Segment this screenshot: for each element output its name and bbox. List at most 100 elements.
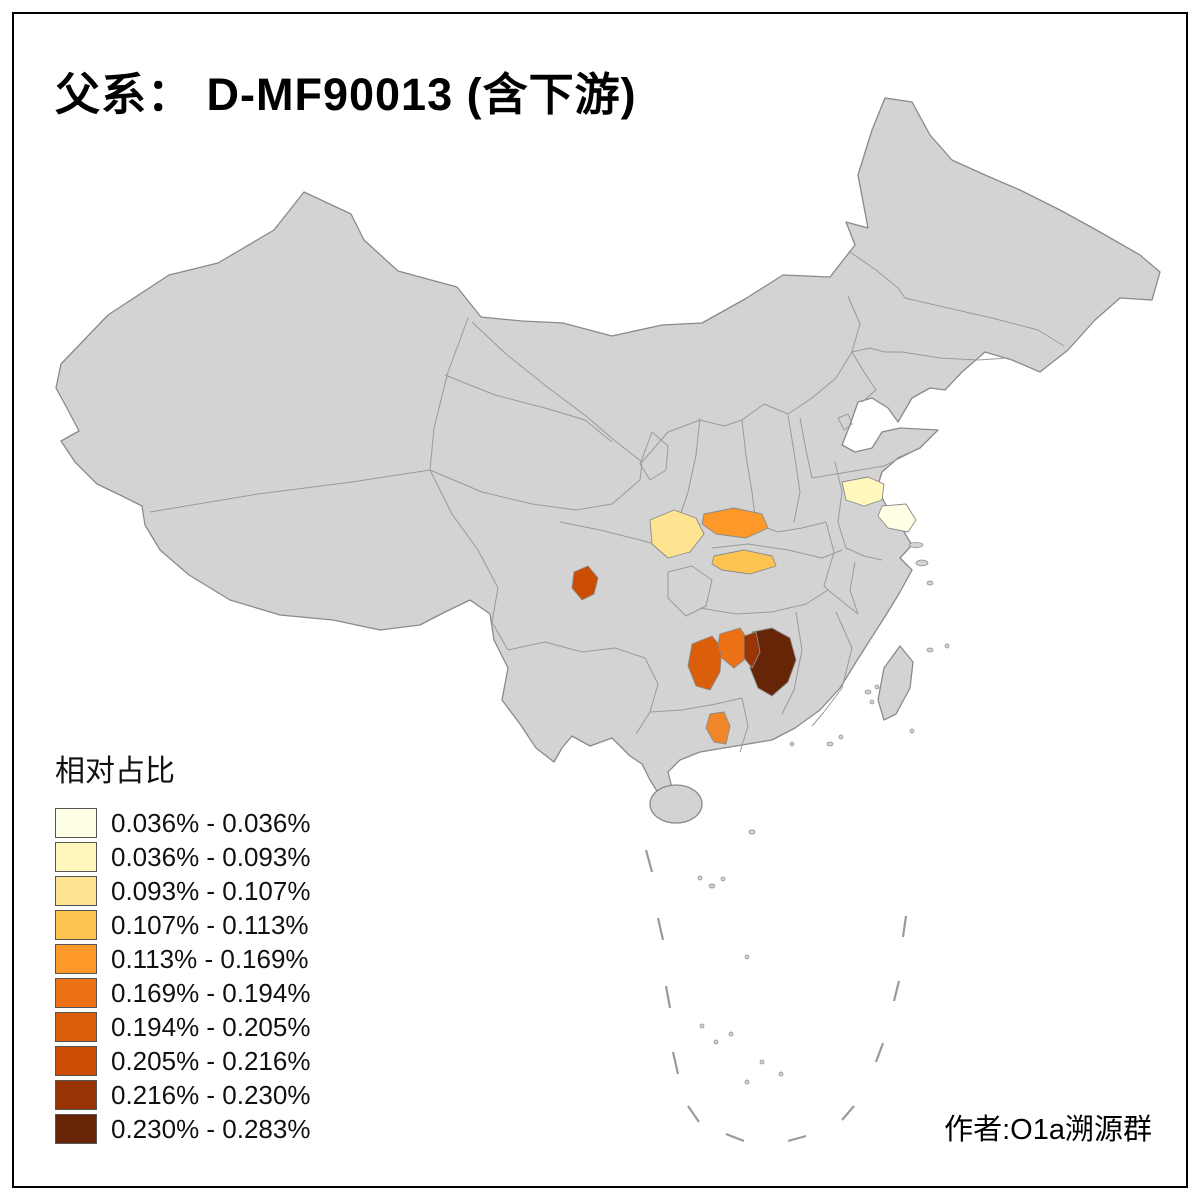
island <box>713 1039 719 1045</box>
hainan-island <box>649 784 703 824</box>
province-border-line <box>847 295 861 353</box>
highlight-region <box>705 711 731 745</box>
province-border-line <box>444 374 613 443</box>
legend-label: 0.036% - 0.036% <box>111 807 311 838</box>
province-border-line <box>823 521 835 591</box>
legend-item: 0.230% - 0.283% <box>55 1112 310 1146</box>
highlight-region <box>717 627 749 669</box>
province-border-line <box>851 347 902 353</box>
province-border-line <box>851 351 877 403</box>
province-border-line <box>849 561 859 615</box>
highlight-region <box>841 476 885 507</box>
legend-swatch <box>55 1012 97 1042</box>
province-border-line <box>904 297 1065 347</box>
legend-label: 0.216% - 0.230% <box>111 1079 311 1110</box>
province-border-line <box>741 419 757 525</box>
island <box>909 728 915 734</box>
island <box>869 699 875 705</box>
island <box>915 559 929 567</box>
mainland-china <box>55 97 1161 797</box>
province-border-line <box>667 565 713 617</box>
coastal-islands <box>697 542 950 1085</box>
legend-label: 0.113% - 0.169% <box>111 943 309 974</box>
province-border-line <box>781 611 803 715</box>
legend-label: 0.230% - 0.283% <box>111 1113 311 1144</box>
legend-label: 0.036% - 0.093% <box>111 841 311 872</box>
legend-item: 0.093% - 0.107% <box>55 874 310 908</box>
province-border-line <box>507 641 646 659</box>
province-border-line <box>787 414 801 523</box>
province-border-line <box>849 251 906 299</box>
province-border-line <box>739 697 749 753</box>
legend-item: 0.107% - 0.113% <box>55 908 310 942</box>
island <box>759 1059 765 1065</box>
highlight-region <box>701 507 769 539</box>
legend-label: 0.169% - 0.194% <box>111 977 311 1008</box>
province-border-line <box>429 461 643 511</box>
island <box>744 1079 750 1085</box>
island <box>789 741 795 747</box>
legend-swatch <box>55 808 97 838</box>
island <box>708 883 716 889</box>
island <box>748 829 756 835</box>
legend-label: 0.093% - 0.107% <box>111 875 311 906</box>
province-border-line <box>149 469 431 513</box>
author-credit: 作者:O1a溯源群 <box>944 1114 1152 1146</box>
legend-label: 0.107% - 0.113% <box>111 909 309 940</box>
province-border-line <box>429 469 509 651</box>
island <box>944 643 950 649</box>
nine-dash-line <box>644 849 908 1143</box>
highlight-region <box>877 503 917 533</box>
highlight-region <box>687 635 723 691</box>
highlight-region <box>571 565 599 601</box>
province-border-line <box>635 657 659 735</box>
island <box>699 1023 705 1029</box>
taiwan-island <box>877 645 914 721</box>
legend-item: 0.194% - 0.205% <box>55 1010 310 1044</box>
legend: 相对占比 0.036% - 0.036% 0.036% - 0.093% 0.0… <box>55 746 310 1146</box>
legend-label: 0.194% - 0.205% <box>111 1011 311 1042</box>
island <box>864 689 872 695</box>
highlight-region <box>711 549 777 575</box>
legend-swatch <box>55 842 97 872</box>
province-border-line <box>827 589 859 615</box>
island <box>720 876 726 882</box>
legend-item: 0.205% - 0.216% <box>55 1044 310 1078</box>
province-border-line <box>711 543 843 559</box>
map-title: 父系： D-MF90013 (含下游) <box>55 69 637 120</box>
legend-swatch <box>55 978 97 1008</box>
province-border-line <box>811 451 913 479</box>
province-border-line <box>649 697 743 713</box>
province-border-line <box>834 461 847 549</box>
legend-item: 0.113% - 0.169% <box>55 942 310 976</box>
island <box>778 1071 784 1077</box>
province-border-line <box>901 351 1009 361</box>
legend-swatch <box>55 876 97 906</box>
highlighted-regions <box>571 476 917 745</box>
legend-item: 0.169% - 0.194% <box>55 976 310 1010</box>
legend-item: 0.216% - 0.230% <box>55 1078 310 1112</box>
island <box>728 1031 734 1037</box>
province-border-line <box>799 417 813 479</box>
highlight-region <box>649 509 705 559</box>
legend-item: 0.036% - 0.036% <box>55 806 310 840</box>
highlight-region <box>743 631 761 669</box>
province-border-line <box>811 711 825 727</box>
island <box>926 580 934 586</box>
province-border-line <box>429 317 469 471</box>
island <box>926 647 934 653</box>
legend-swatch <box>55 1080 97 1110</box>
province-border-line <box>639 431 669 481</box>
province-border-line <box>699 589 829 615</box>
province-border-line <box>845 547 883 561</box>
province-border-line <box>471 321 643 463</box>
island <box>838 734 844 740</box>
province-border-line <box>837 413 853 431</box>
province-border-line <box>823 611 853 713</box>
island <box>874 684 880 690</box>
legend-swatch <box>55 910 97 940</box>
legend-swatch <box>55 1046 97 1076</box>
legend-item: 0.036% - 0.093% <box>55 840 310 874</box>
legend-swatch <box>55 1114 97 1144</box>
